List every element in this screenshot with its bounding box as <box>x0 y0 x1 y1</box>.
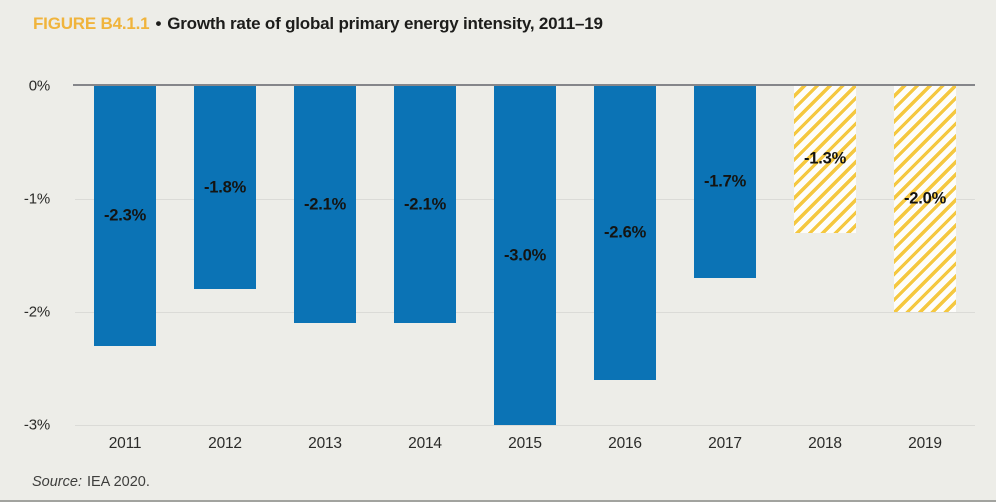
x-tick-2016: 2016 <box>608 435 642 452</box>
y-tick-0%: 0% <box>28 77 50 95</box>
x-tick-2013: 2013 <box>308 435 342 452</box>
x-axis-labels: 2011 2012 2013 2014 2015 2016 2017 2018 2019 <box>75 425 975 453</box>
x-tick-2017: 2017 <box>708 435 742 452</box>
figure-title-text: Growth rate of global primary energy int… <box>167 14 603 33</box>
bar-slot-2013: -2.1% <box>275 86 375 425</box>
gridline--3% <box>75 425 975 426</box>
bar-value-label-2019: -2.0% <box>903 189 947 208</box>
y-tick--2%: -2% <box>23 303 50 321</box>
bar-slot-2015: -3.0% <box>475 86 575 425</box>
bar-slot-2014: -2.1% <box>375 86 475 425</box>
bar-2016: -2.6% <box>594 86 656 380</box>
x-tick-2012: 2012 <box>208 435 242 452</box>
bar-value-label-2017: -1.7% <box>703 172 747 191</box>
figure-title: FIGURE B4.1.1 • Growth rate of global prim… <box>33 14 603 34</box>
bar-value-label-2014: -2.1% <box>403 195 447 214</box>
bar-slot-2016: -2.6% <box>575 86 675 425</box>
bar-slot-2019: -2.0% <box>875 86 975 425</box>
bars: -2.3% -1.8% -2.1% -2.1% -3.0% -2.6% -1.7% -1.3%… <box>75 86 975 425</box>
y-axis-labels: 0% -1% -2% -3% <box>24 78 62 434</box>
x-tick-2011: 2011 <box>108 435 142 452</box>
x-tick-2014: 2014 <box>408 435 442 452</box>
figure-number-label: FIGURE B4.1.1 <box>33 14 150 33</box>
bar-2013: -2.1% <box>294 86 356 324</box>
x-tick-2019: 2019 <box>908 435 942 452</box>
source-note: Source: IEA 2020. <box>32 474 150 490</box>
bar-slot-2011: -2.3% <box>75 86 175 425</box>
bar-slot-2012: -1.8% <box>175 86 275 425</box>
bar-2015: -3.0% <box>494 86 556 425</box>
bar-2017: -1.7% <box>694 86 756 279</box>
bullet-separator: • <box>155 14 162 33</box>
bottom-divider <box>0 500 996 502</box>
bar-2014: -2.1% <box>394 86 456 324</box>
bar-value-label-2015: -3.0% <box>503 246 547 264</box>
source-text: IEA 2020. <box>86 474 150 490</box>
bar-slot-2017: -1.7% <box>675 86 775 425</box>
bar-2019: -2.0% <box>894 86 956 312</box>
y-tick--3%: -3% <box>23 416 50 434</box>
bar-value-label-2011: -2.3% <box>103 206 147 225</box>
bar-slot-2018: -1.3% <box>775 86 875 425</box>
y-tick--1%: -1% <box>23 190 50 208</box>
bar-2018: -1.3% <box>794 86 856 233</box>
x-tick-2018: 2018 <box>808 435 842 452</box>
chart-plot-area: -2.3% -1.8% -2.1% -2.1% -3.0% -2.6% -1.7% -1.3%… <box>24 78 975 452</box>
x-tick-2015: 2015 <box>508 435 542 452</box>
bar-2012: -1.8% <box>194 86 256 290</box>
bar-value-label-2016: -2.6% <box>603 223 647 242</box>
source-prefix: Source: <box>32 474 82 490</box>
zero-axis-line <box>73 84 975 86</box>
bar-2011: -2.3% <box>94 86 156 346</box>
bar-value-label-2018: -1.3% <box>803 149 847 168</box>
bar-value-label-2012: -1.8% <box>203 178 247 197</box>
bar-value-label-2013: -2.1% <box>303 195 347 214</box>
